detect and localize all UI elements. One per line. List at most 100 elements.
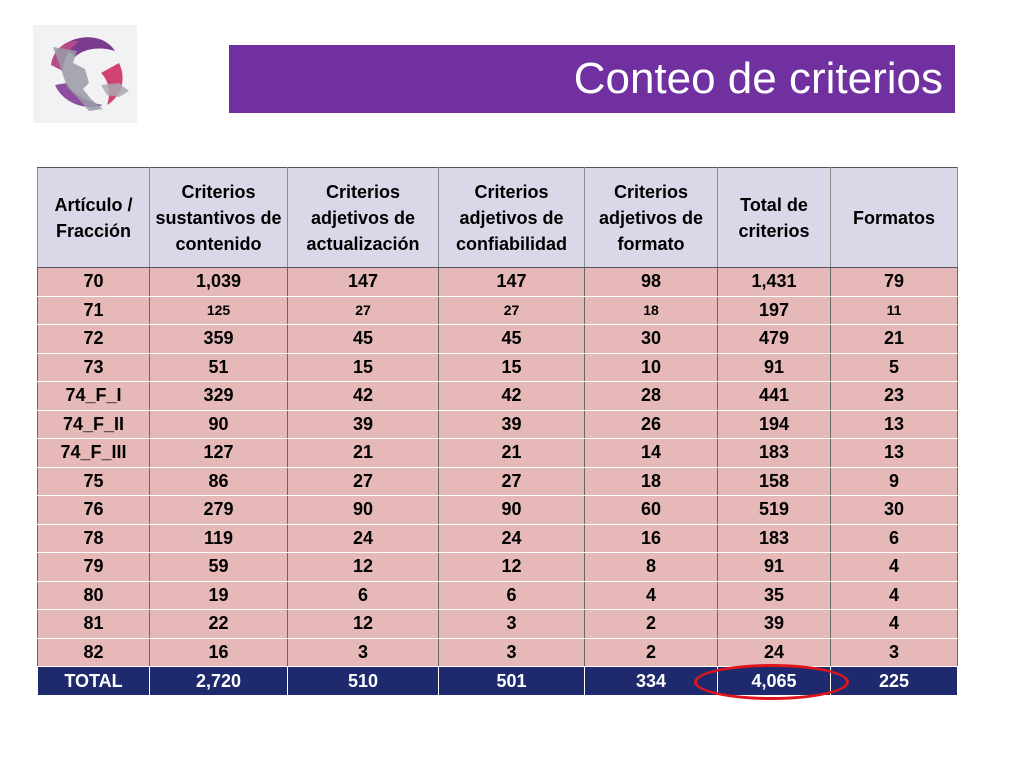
article-cell: 76 (37, 495, 150, 525)
value-cell: 23 (830, 381, 958, 411)
value-cell: 26 (584, 409, 718, 439)
total-cell: 501 (438, 666, 585, 696)
value-cell: 21 (830, 324, 958, 354)
value-cell: 35 (717, 580, 831, 610)
value-cell: 1,039 (149, 267, 288, 297)
value-cell: 5 (830, 352, 958, 382)
value-cell: 51 (149, 352, 288, 382)
value-cell: 1,431 (717, 267, 831, 297)
total-label: TOTAL (37, 666, 150, 696)
header-actualizacion: Criterios adjetivos de actualización (287, 167, 439, 268)
value-cell: 15 (287, 352, 439, 382)
value-cell: 45 (287, 324, 439, 354)
value-cell: 194 (717, 409, 831, 439)
value-cell: 183 (717, 523, 831, 553)
value-cell: 12 (287, 609, 439, 639)
article-cell: 74_F_III (37, 438, 150, 468)
article-cell: 72 (37, 324, 150, 354)
value-cell: 18 (584, 295, 718, 325)
value-cell: 98 (584, 267, 718, 297)
value-cell: 125 (149, 295, 288, 325)
table-row: 80 19 6 6 4 35 4 (37, 580, 958, 610)
table-row: 74_F_III 127 21 21 14 183 13 (37, 438, 958, 468)
value-cell: 15 (438, 352, 585, 382)
value-cell: 12 (438, 552, 585, 582)
total-row: TOTAL 2,720 510 501 334 4,065 225 (37, 666, 958, 696)
article-cell: 79 (37, 552, 150, 582)
value-cell: 3 (438, 609, 585, 639)
table-row: 76 279 90 90 60 519 30 (37, 495, 958, 525)
table-row: 78 119 24 24 16 183 6 (37, 523, 958, 553)
value-cell: 119 (149, 523, 288, 553)
value-cell: 19 (149, 580, 288, 610)
slide-title: Conteo de criterios (573, 54, 943, 103)
value-cell: 3 (438, 637, 585, 667)
value-cell: 4 (830, 580, 958, 610)
value-cell: 359 (149, 324, 288, 354)
value-cell: 6 (438, 580, 585, 610)
value-cell: 4 (830, 609, 958, 639)
value-cell: 90 (149, 409, 288, 439)
value-cell: 127 (149, 438, 288, 468)
value-cell: 16 (149, 637, 288, 667)
value-cell: 479 (717, 324, 831, 354)
value-cell: 90 (438, 495, 585, 525)
article-cell: 75 (37, 466, 150, 496)
header-confiabilidad: Criterios adjetivos de confiabilidad (438, 167, 585, 268)
header-articulo: Artículo / Fracción (37, 167, 150, 268)
value-cell: 21 (287, 438, 439, 468)
table-header-row: Artículo / Fracción Criterios sustantivo… (37, 167, 958, 268)
value-cell: 59 (149, 552, 288, 582)
table-row: 79 59 12 12 8 91 4 (37, 552, 958, 582)
value-cell: 10 (584, 352, 718, 382)
value-cell: 13 (830, 438, 958, 468)
article-cell: 71 (37, 295, 150, 325)
table-row: 82 16 3 3 2 24 3 (37, 637, 958, 667)
value-cell: 21 (438, 438, 585, 468)
value-cell: 6 (830, 523, 958, 553)
value-cell: 3 (830, 637, 958, 667)
value-cell: 91 (717, 552, 831, 582)
value-cell: 147 (287, 267, 439, 297)
value-cell: 30 (584, 324, 718, 354)
value-cell: 441 (717, 381, 831, 411)
article-cell: 70 (37, 267, 150, 297)
value-cell: 279 (149, 495, 288, 525)
article-cell: 74_F_II (37, 409, 150, 439)
value-cell: 86 (149, 466, 288, 496)
table-row: 74_F_I 329 42 42 28 441 23 (37, 381, 958, 411)
value-cell: 197 (717, 295, 831, 325)
highlight-ellipse (694, 664, 849, 700)
value-cell: 2 (584, 637, 718, 667)
value-cell: 22 (149, 609, 288, 639)
table-row: 74_F_II 90 39 39 26 194 13 (37, 409, 958, 439)
value-cell: 24 (287, 523, 439, 553)
value-cell: 158 (717, 466, 831, 496)
value-cell: 12 (287, 552, 439, 582)
value-cell: 147 (438, 267, 585, 297)
article-cell: 74_F_I (37, 381, 150, 411)
value-cell: 18 (584, 466, 718, 496)
value-cell: 42 (287, 381, 439, 411)
value-cell: 183 (717, 438, 831, 468)
value-cell: 329 (149, 381, 288, 411)
table-row: 81 22 12 3 2 39 4 (37, 609, 958, 639)
value-cell: 39 (438, 409, 585, 439)
value-cell: 24 (717, 637, 831, 667)
value-cell: 519 (717, 495, 831, 525)
value-cell: 42 (438, 381, 585, 411)
value-cell: 60 (584, 495, 718, 525)
article-cell: 82 (37, 637, 150, 667)
title-bar: Conteo de criterios (229, 45, 955, 113)
table-row: 71 125 27 27 18 197 11 (37, 295, 958, 325)
value-cell: 6 (287, 580, 439, 610)
total-cell: 225 (830, 666, 958, 696)
header-total: Total de criterios (717, 167, 831, 268)
total-cell: 510 (287, 666, 439, 696)
value-cell: 27 (287, 295, 439, 325)
value-cell: 11 (830, 295, 958, 325)
header-formato: Criterios adjetivos de formato (584, 167, 718, 268)
value-cell: 91 (717, 352, 831, 382)
value-cell: 24 (438, 523, 585, 553)
article-cell: 81 (37, 609, 150, 639)
